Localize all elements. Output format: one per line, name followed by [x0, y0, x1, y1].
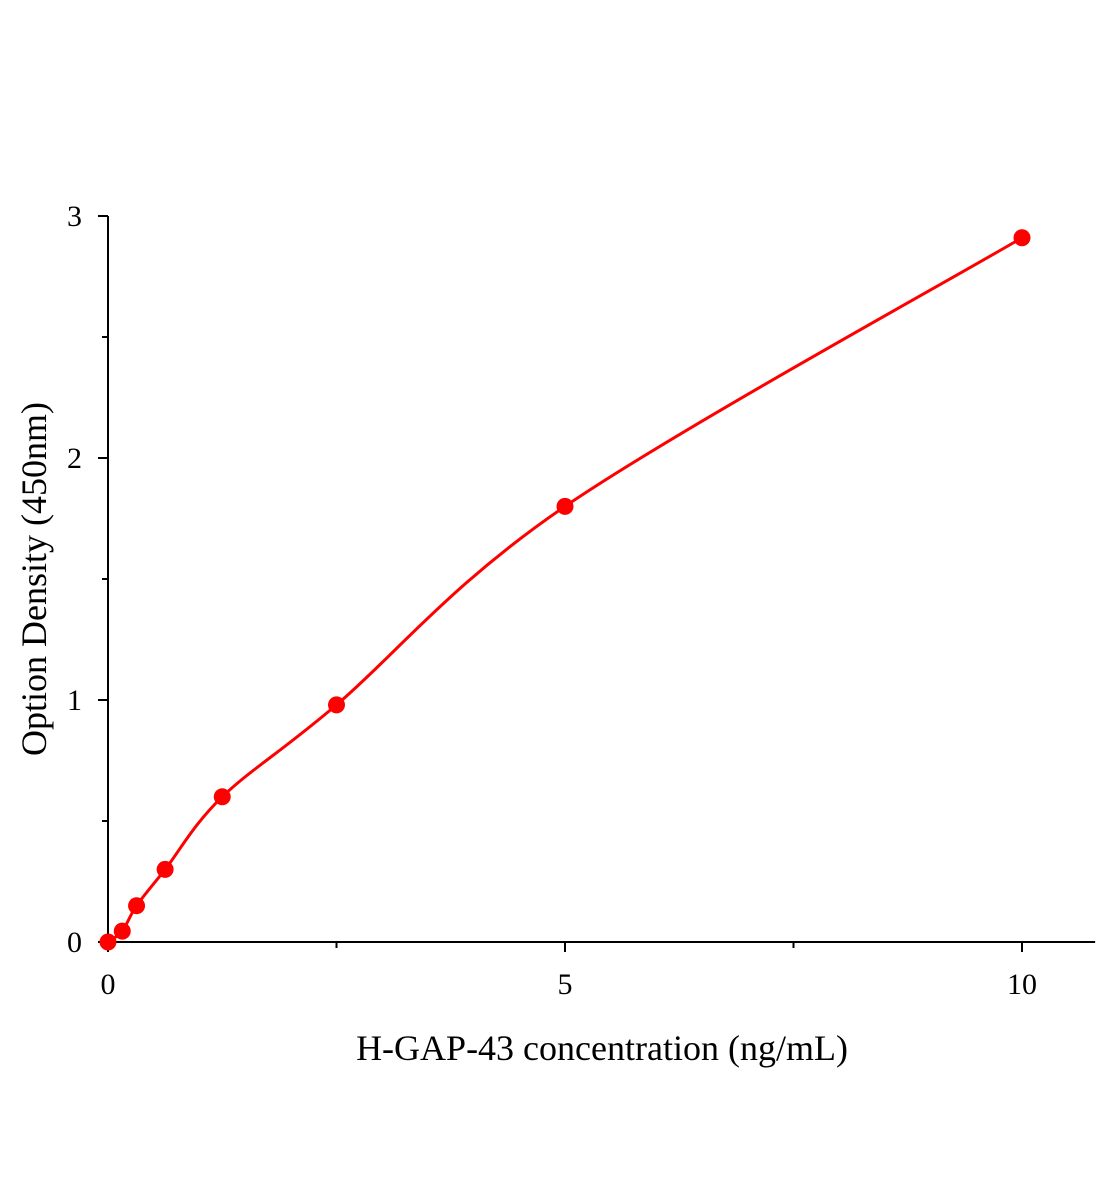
data-point: [328, 696, 345, 714]
data-points: [99, 229, 1031, 951]
fit-curve: [107, 236, 1023, 944]
y-tick-label: 3: [67, 200, 82, 233]
x-tick-label: 0: [101, 968, 116, 1001]
data-point: [99, 933, 117, 951]
fit-curve-group: [107, 236, 1023, 944]
y-axis-title: Option Density (450nm): [14, 402, 54, 756]
x-tick-label: 5: [558, 968, 573, 1001]
axes: [98, 215, 1096, 952]
y-tick-label: 0: [67, 926, 82, 959]
data-point: [213, 788, 231, 806]
y-tick-label: 1: [67, 684, 82, 717]
data-point: [1013, 229, 1031, 247]
x-tick-label: 10: [1007, 968, 1037, 1001]
data-point: [156, 860, 174, 878]
tick-labels: 0 5 10 0 1 2 3: [67, 200, 1037, 1001]
data-point: [556, 497, 574, 515]
x-axis-title: H-GAP-43 concentration (ng/mL): [356, 1028, 848, 1068]
data-point: [113, 922, 131, 940]
data-point: [128, 897, 146, 915]
y-tick-label: 2: [67, 442, 82, 475]
